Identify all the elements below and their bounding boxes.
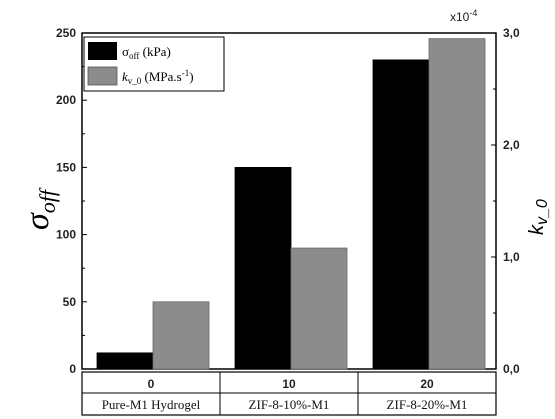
bar-sigma-off-0 — [96, 352, 154, 370]
category-table: 0 Pure-M1 Hydrogel 10 ZIF-8-10%-M1 20 ZIF-8-2… — [81, 371, 497, 416]
category-value-label: 10 — [282, 377, 296, 391]
legend-swatch-sigma — [88, 42, 117, 60]
legend-label-kv: kv_0 (MPa.s-1) — [122, 68, 194, 86]
left-tick-label: 250 — [56, 26, 76, 40]
right-tick-label: 1,0 — [503, 250, 520, 264]
category-name-label: ZIF-8-20%-M1 — [387, 397, 468, 412]
left-tick-label: 200 — [56, 93, 76, 107]
left-tick-label: 100 — [56, 228, 76, 242]
right-axis-multiplier: x10-4 — [450, 8, 477, 24]
category-name-label: ZIF-8-10%-M1 — [249, 397, 330, 412]
right-tick-label: 0,0 — [503, 362, 520, 376]
bars-group — [96, 38, 486, 370]
legend: σoff (kPa) kv_0 (MPa.s-1) — [83, 36, 225, 92]
category-value-label: 0 — [148, 377, 155, 391]
bar-kv0-0 — [152, 301, 210, 370]
category-name-label: Pure-M1 Hydrogel — [102, 397, 201, 412]
right-axis: 0,0 1,0 2,0 3,0 — [491, 26, 520, 376]
right-tick-label: 2,0 — [503, 138, 520, 152]
left-tick-label: 150 — [56, 160, 76, 174]
bar-kv0-20 — [428, 38, 486, 370]
left-tick-label: 0 — [69, 362, 76, 376]
bar-sigma-off-20 — [372, 59, 430, 370]
legend-swatch-kv — [87, 66, 118, 86]
right-axis-label: kv_0 — [526, 199, 551, 235]
left-axis-label: σoff — [19, 187, 60, 230]
left-axis: 0 50 100 150 200 250 — [56, 26, 87, 376]
bar-sigma-off-10 — [234, 166, 292, 370]
category-value-label: 20 — [420, 377, 434, 391]
right-tick-label: 3,0 — [503, 26, 520, 40]
left-tick-label: 50 — [63, 295, 77, 309]
bar-kv0-10 — [290, 247, 348, 370]
